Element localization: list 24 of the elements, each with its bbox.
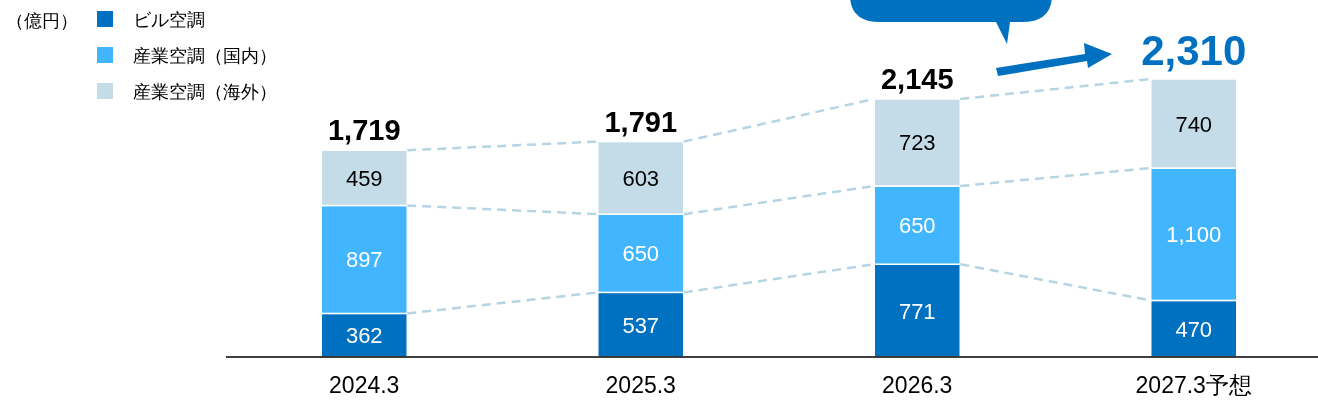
data-label: 603 [622, 165, 660, 191]
data-label: 897 [345, 247, 383, 273]
data-label: 723 [898, 130, 936, 156]
legend-label: 産業空調（国内） [133, 46, 277, 66]
total-label: 1,719 [327, 114, 401, 147]
x-tick-label: 2027.3予想 [1135, 372, 1252, 398]
total-label: 2,145 [880, 62, 954, 95]
data-label: 650 [622, 241, 660, 267]
total-label: 2,310 [1141, 27, 1247, 74]
legend-label: 産業空調（海外） [133, 82, 277, 102]
data-label: 470 [1175, 316, 1213, 342]
legend-label: ビル空調 [133, 10, 205, 30]
data-label: 771 [898, 298, 936, 324]
x-tick-label: 2026.3 [882, 372, 953, 398]
data-label: 740 [1175, 111, 1213, 137]
data-label: 537 [622, 312, 660, 338]
data-label: 1,100 [1166, 222, 1222, 248]
data-label: 650 [898, 213, 936, 239]
data-label: 459 [345, 165, 383, 191]
x-tick-label: 2024.3 [329, 372, 400, 398]
data-label: 362 [345, 323, 383, 349]
x-tick-label: 2025.3 [605, 372, 676, 398]
total-label: 1,791 [604, 105, 678, 138]
text: （億円） [6, 11, 78, 31]
